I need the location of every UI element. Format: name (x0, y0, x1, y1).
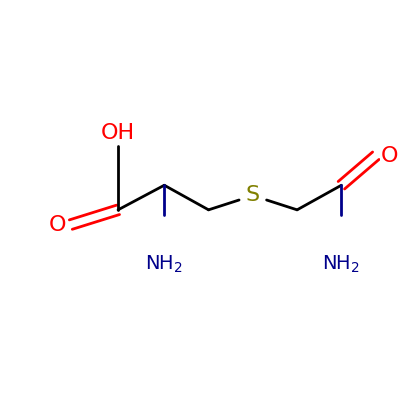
Text: O: O (381, 146, 398, 166)
Text: NH$_2$: NH$_2$ (322, 254, 360, 276)
Text: O: O (48, 214, 66, 234)
Text: S: S (246, 185, 260, 205)
Text: OH: OH (101, 123, 135, 143)
Text: NH$_2$: NH$_2$ (145, 254, 183, 276)
